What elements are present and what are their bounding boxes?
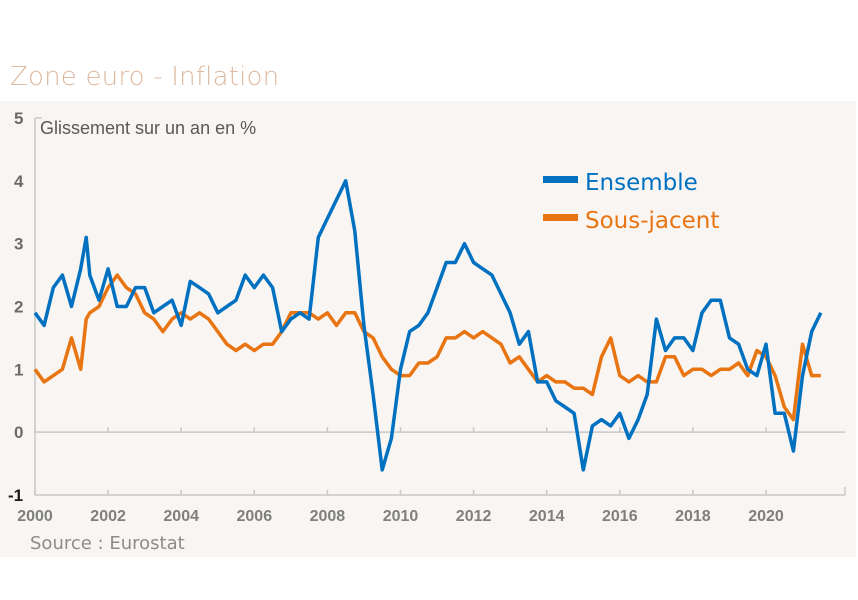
- y-tick-label: 0: [14, 423, 23, 442]
- legend: Ensemble Sous-jacent: [543, 170, 719, 234]
- series-line-ensemble: [33, 179, 823, 472]
- y-tick-label: 1: [14, 360, 23, 379]
- y-tick-label: -1: [8, 486, 23, 505]
- x-tick-label: 2016: [602, 508, 638, 525]
- chart-panel: [0, 101, 856, 557]
- x-tick-label: 2008: [310, 508, 346, 525]
- legend-swatch-ensemble: [543, 176, 578, 183]
- x-tick-label: 2000: [17, 508, 53, 525]
- x-tick-label: 2004: [163, 508, 199, 525]
- legend-swatch-sous-jacent: [543, 214, 578, 221]
- x-tick-label: 2006: [237, 508, 273, 525]
- x-tick-label: 2020: [748, 508, 784, 525]
- source-note: Source : Eurostat: [30, 533, 185, 554]
- legend-label-sous-jacent: Sous-jacent: [585, 208, 719, 234]
- x-tick-label: 2014: [529, 508, 565, 525]
- x-tick-labels: 2000 2002 2004 2006 2008 2010 2012 2014 2016 2018…: [17, 508, 784, 525]
- chart-subtitle: Glissement sur un an en %: [40, 118, 256, 138]
- y-tick-label: 2: [14, 298, 23, 317]
- series-line-sous-jacent: [33, 273, 821, 422]
- y-tick-labels: 5 4 3 2 1 0 -1: [8, 109, 24, 505]
- y-tick-label: 3: [14, 235, 23, 254]
- legend-label-ensemble: Ensemble: [585, 170, 698, 196]
- x-tick-label: 2018: [675, 508, 711, 525]
- x-tick-label: 2010: [383, 508, 419, 525]
- x-tick-marks: [34, 427, 767, 495]
- x-tick-label: 2012: [456, 508, 492, 525]
- y-tick-label: 4: [14, 172, 24, 191]
- series-group: [33, 179, 823, 472]
- x-tick-label: 2002: [90, 508, 126, 525]
- y-tick-label: 5: [14, 109, 23, 128]
- chart-title: Zone euro - Inflation: [10, 62, 280, 92]
